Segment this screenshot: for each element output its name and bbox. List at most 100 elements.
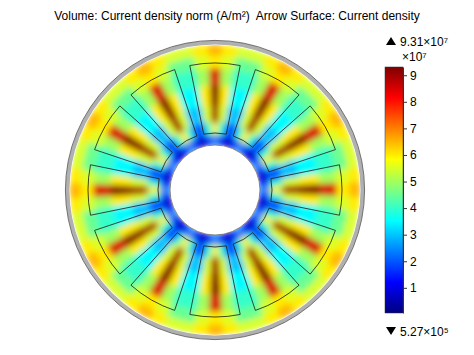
colorbar-tick: 8 — [403, 95, 417, 109]
colorbar-tick-mark — [403, 208, 407, 209]
field-cells — [69, 44, 360, 335]
field-cell — [147, 186, 161, 194]
colorbar-tick-mark — [403, 261, 407, 262]
field-cell — [195, 68, 210, 87]
slot-outline — [233, 70, 299, 148]
field-cell — [221, 310, 237, 325]
colorbar-tick: 1 — [403, 281, 417, 295]
colorbar-tick-label: 5 — [410, 175, 417, 189]
field-cell — [318, 170, 337, 185]
field-cell — [130, 193, 149, 203]
field-cell — [209, 274, 221, 295]
chart: Volume: Current density norm (A/m²) Arro… — [0, 0, 474, 355]
field-cell — [80, 196, 95, 212]
field-cell — [79, 182, 93, 197]
field-cell — [219, 273, 232, 295]
field-cell — [93, 183, 111, 197]
colorbar-tick-label: 9 — [410, 69, 417, 83]
field-cell — [201, 105, 211, 124]
colorbar-tick-label: 2 — [410, 255, 417, 269]
slot-outline — [88, 165, 159, 215]
colorbar-tick-mark — [403, 75, 407, 76]
colorbar-axis-line — [403, 68, 404, 314]
colorbar-tick-mark — [403, 235, 407, 236]
field-cell — [211, 244, 219, 258]
field-cell — [198, 85, 211, 107]
field-cell — [207, 54, 222, 68]
geometry — [65, 40, 364, 339]
field-cell — [212, 234, 218, 245]
slot-outline — [95, 106, 173, 172]
field-cell — [220, 293, 235, 312]
field-cell — [192, 45, 209, 58]
min-label: 5.27×10⁵ — [400, 325, 449, 339]
field-cell — [335, 168, 350, 184]
field-cell — [259, 187, 270, 193]
field-cell — [110, 194, 132, 207]
colorbar-tick-label: 8 — [410, 95, 417, 109]
slot-outline — [131, 233, 197, 311]
field-cell — [212, 134, 218, 145]
colorbar-tick-label: 1 — [410, 281, 417, 295]
colorbar-tick: 2 — [403, 255, 417, 269]
colorbar-tick-mark — [403, 128, 407, 129]
colorbar-axis: 1 2 3 4 5 6 7 8 9 — [403, 68, 417, 314]
field-cell — [348, 167, 361, 184]
colorbar-tick-label: 3 — [410, 228, 417, 242]
field-cell — [211, 122, 219, 136]
field-cell — [130, 185, 148, 195]
slot-outline — [95, 208, 173, 274]
field-cell — [299, 184, 320, 196]
colorbar-tick: 7 — [403, 122, 417, 136]
field-cell — [193, 55, 209, 70]
inner-hole — [170, 145, 260, 235]
field-cell — [159, 187, 170, 193]
colorbar-tick: 4 — [403, 201, 417, 215]
field-cell — [259, 181, 271, 188]
field-cell — [70, 197, 83, 214]
field-cell — [209, 85, 221, 106]
slot-outline — [271, 165, 342, 215]
max-label: 9.31×10⁷ — [400, 35, 448, 49]
slot-outline — [258, 208, 336, 274]
colorbar-tick-label: 7 — [410, 122, 417, 136]
colorbar-tick: 5 — [403, 175, 417, 189]
field-cell — [282, 185, 300, 195]
colorbar-tick-label: 4 — [410, 201, 417, 215]
field-cell — [210, 257, 220, 275]
field-cell — [217, 234, 224, 246]
field-cell — [349, 182, 360, 198]
title: Volume: Current density norm (A/m²) Arro… — [54, 9, 419, 23]
colorbar-tick-mark — [403, 155, 407, 156]
field-cell — [207, 311, 222, 325]
slot-outline — [190, 246, 240, 317]
field-cell — [69, 182, 80, 198]
field-cell — [208, 294, 222, 312]
field-cell — [218, 257, 228, 276]
max-marker — [386, 37, 396, 45]
field-cell — [93, 195, 112, 210]
field-cell — [222, 323, 239, 336]
field-cell — [269, 186, 283, 194]
colorbar-tick-mark — [403, 102, 407, 103]
field-cell — [319, 183, 337, 197]
colorbar-tick: 9 — [403, 69, 417, 83]
outer-boundary — [65, 40, 364, 339]
field-cell — [110, 184, 131, 196]
slot-outline — [258, 106, 336, 172]
colorbar-tick-mark — [403, 288, 407, 289]
field-cell — [210, 105, 220, 123]
field-cell — [336, 182, 350, 197]
field-cell — [160, 192, 172, 199]
slot-outline — [190, 63, 240, 134]
field-cell — [298, 173, 320, 186]
colorbar-tick: 6 — [403, 148, 417, 162]
min-marker — [386, 327, 396, 335]
field-cell — [208, 68, 222, 86]
multiplier-label: ×10⁷ — [402, 50, 427, 64]
outer-rim — [68, 43, 363, 338]
colorbar — [385, 67, 403, 313]
field-area — [69, 44, 360, 335]
colorbar-tick: 3 — [403, 228, 417, 242]
field-cell — [282, 176, 301, 186]
